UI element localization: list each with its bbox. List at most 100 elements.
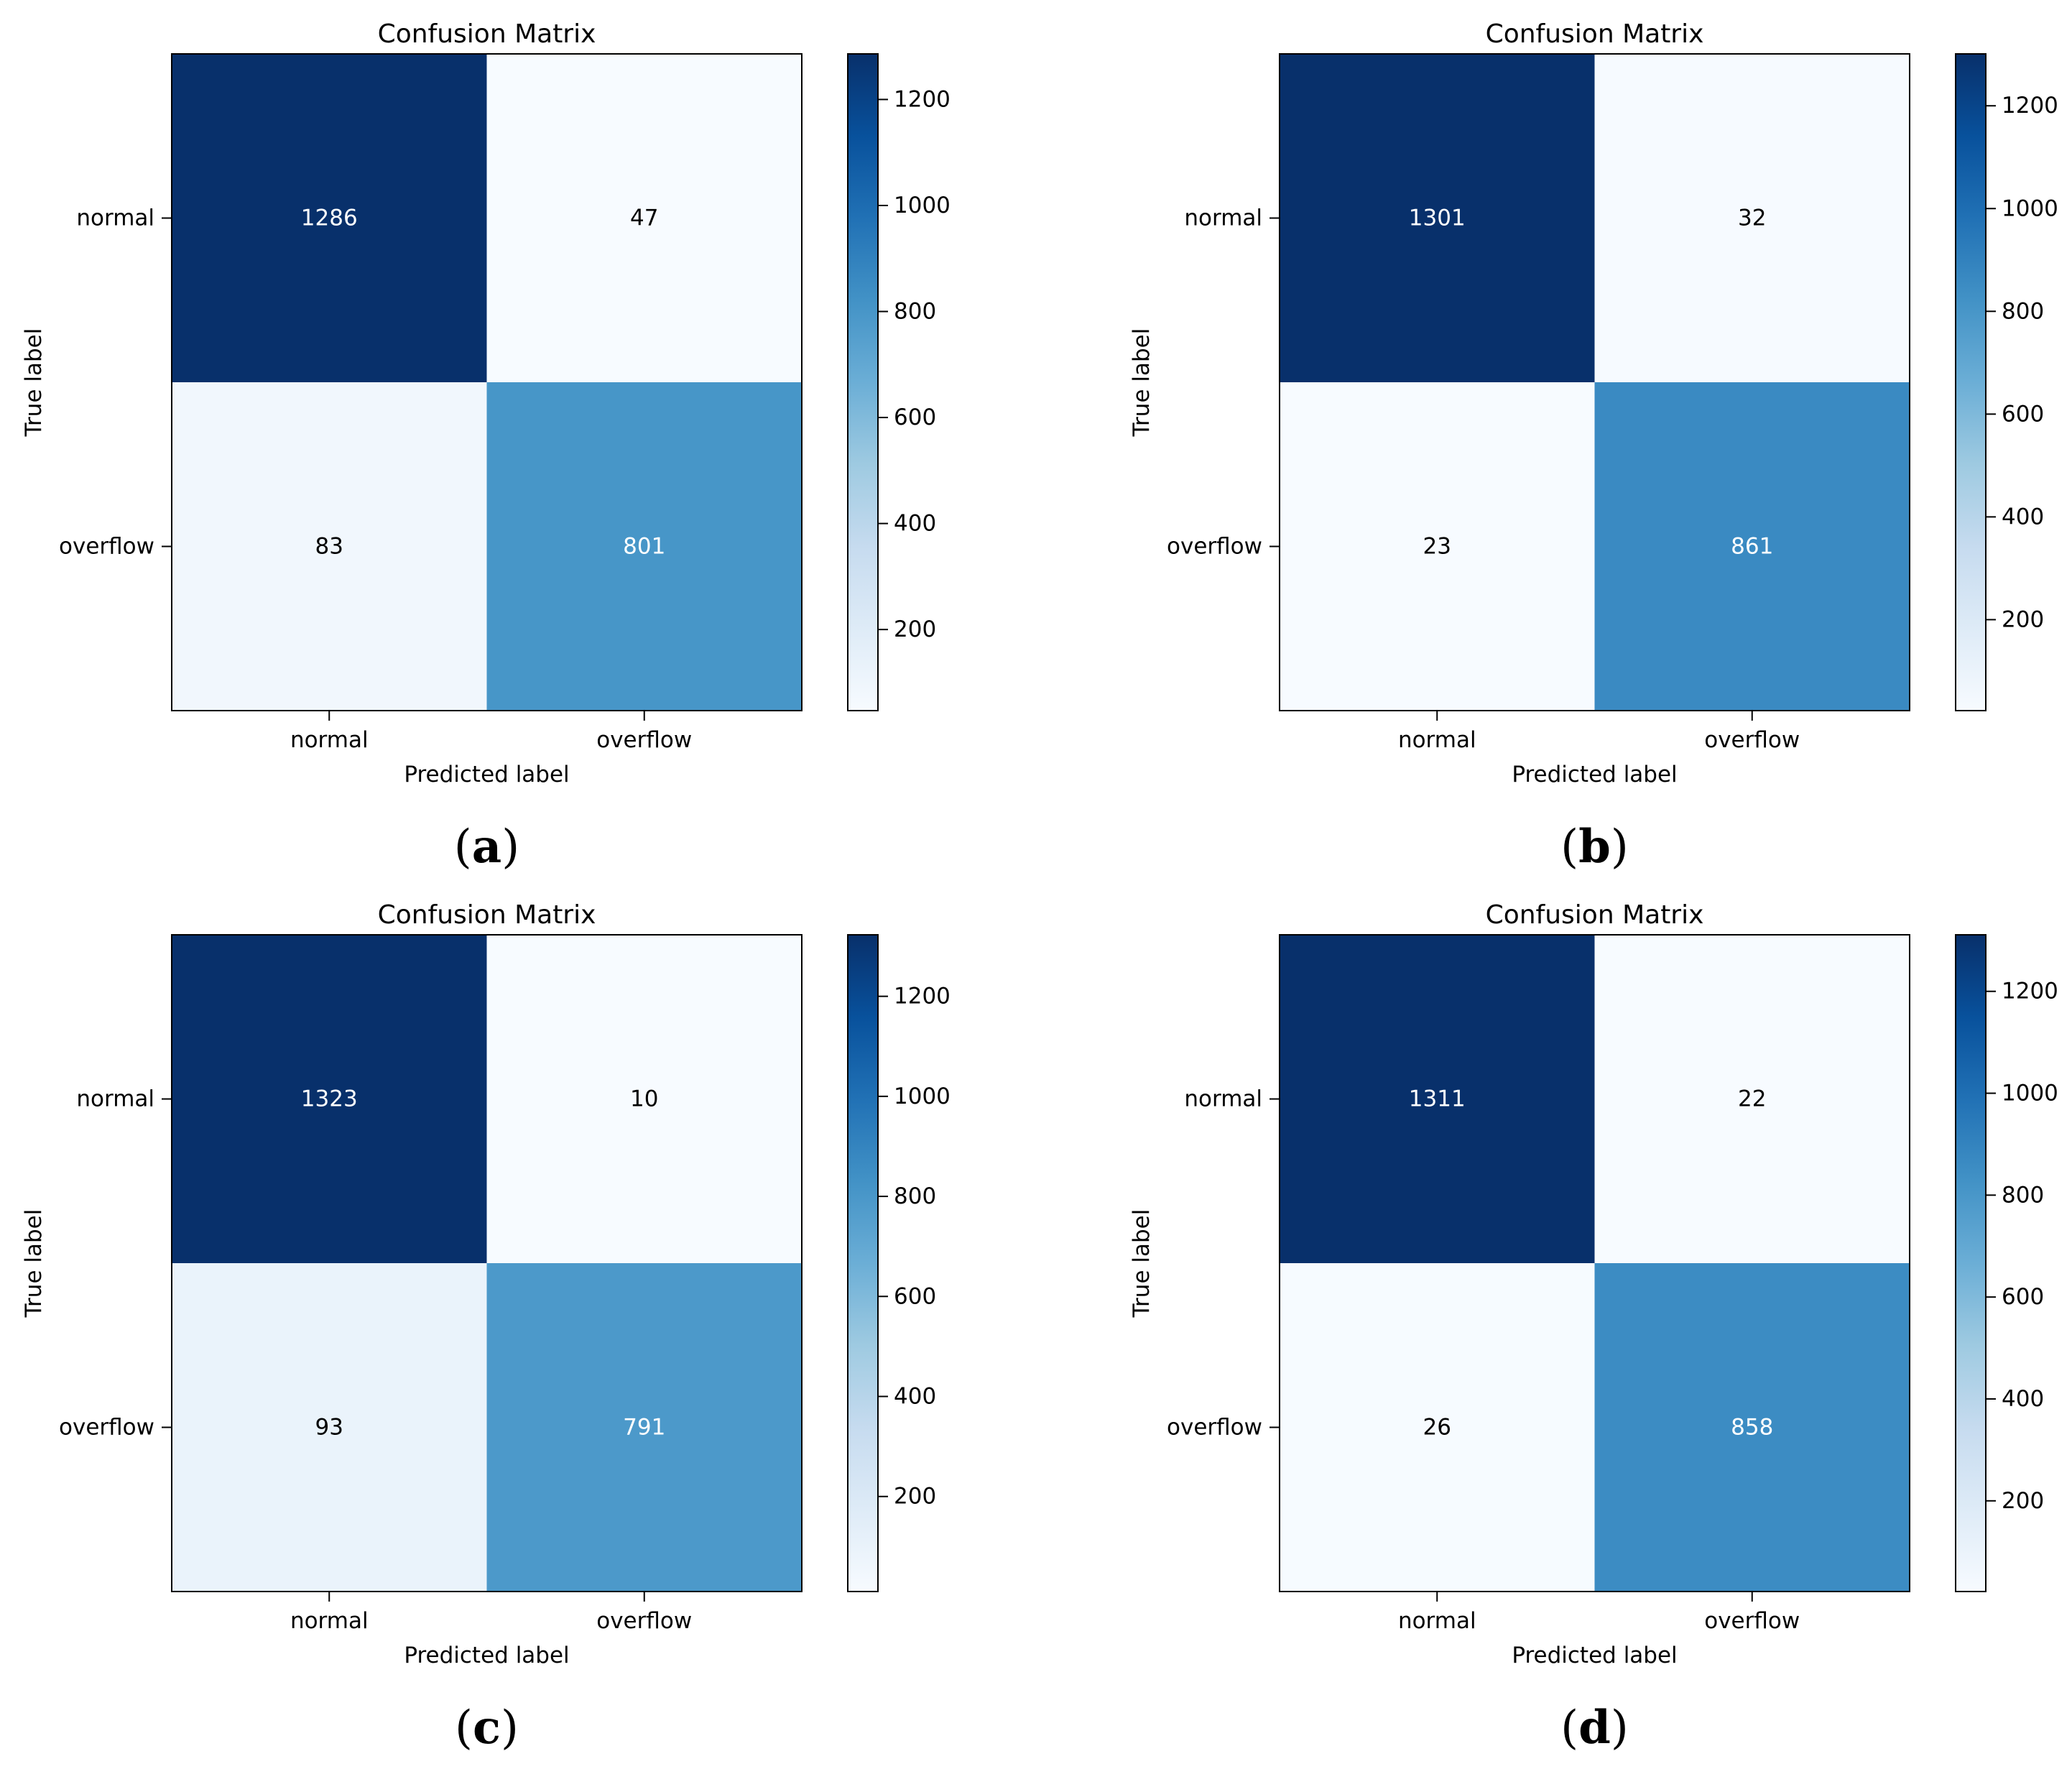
y-tick-label: overflow xyxy=(1167,1415,1262,1441)
colorbar-tick-label: 1200 xyxy=(894,984,951,1010)
colorbar-tick-label: 200 xyxy=(2002,1488,2044,1514)
panel-caption: (d) xyxy=(1560,1701,1629,1755)
panel-d: Confusion Matrix 1311 22 26 858 normal overflo… xyxy=(1129,900,2058,1755)
axes-frame xyxy=(1279,934,1910,1592)
x-axis-label: Predicted label xyxy=(1512,762,1677,787)
x-tick-label: overflow xyxy=(1704,727,1800,753)
panel-a: Confusion Matrix 1286 47 83 801 normal overflo… xyxy=(21,19,951,874)
y-tick-label: normal xyxy=(76,205,154,231)
colorbar-tick-label: 1000 xyxy=(2002,1081,2058,1107)
y-axis-label: True label xyxy=(21,328,47,438)
matrix-cell xyxy=(1594,935,1910,1263)
cell-value-label: 10 xyxy=(630,1086,658,1112)
x-tick-label: normal xyxy=(1398,1608,1476,1634)
cell-value-label: 861 xyxy=(1731,534,1773,560)
cell-value-label: 23 xyxy=(1423,534,1451,560)
cell-value-label: 1286 xyxy=(301,205,358,231)
cell-value-label: 26 xyxy=(1423,1415,1451,1441)
colorbar-tick-label: 800 xyxy=(894,1183,936,1209)
colorbar-tick-label: 600 xyxy=(894,1283,936,1309)
cell-value-label: 1301 xyxy=(1409,205,1466,231)
colorbar-tick-label: 600 xyxy=(894,405,936,430)
y-tick-label: normal xyxy=(76,1086,154,1112)
x-tick-label: normal xyxy=(290,1608,369,1634)
axes-frame xyxy=(171,53,803,711)
colorbar-tick-label: 200 xyxy=(2002,606,2044,632)
colorbar-tick-label: 1200 xyxy=(2002,93,2058,119)
y-axis-label: True label xyxy=(1129,1209,1155,1318)
colorbar-tick-label: 600 xyxy=(2002,401,2044,427)
colorbar xyxy=(847,53,879,711)
x-axis-label: Predicted label xyxy=(1512,1643,1677,1668)
x-axis-label: Predicted label xyxy=(404,1643,569,1668)
x-tick-label: normal xyxy=(1398,727,1476,753)
matrix-cell xyxy=(1594,54,1910,382)
cell-value-label: 32 xyxy=(1738,205,1766,231)
panel-caption: (b) xyxy=(1560,820,1629,874)
y-axis-label: True label xyxy=(1129,328,1155,438)
colorbar-tick-label: 800 xyxy=(2002,1182,2044,1208)
colorbar-tick-label: 1200 xyxy=(2002,979,2058,1004)
cell-value-label: 801 xyxy=(623,534,665,560)
colorbar-tick-label: 800 xyxy=(2002,298,2044,324)
matrix-cell xyxy=(486,54,802,382)
matrix-cell xyxy=(1280,935,1595,1263)
colorbar-tick-label: 400 xyxy=(2002,1386,2044,1412)
y-tick-label: overflow xyxy=(59,534,154,560)
matrix-cell xyxy=(1594,382,1910,711)
panel-c: Confusion Matrix 1323 10 93 791 normal overflo… xyxy=(21,900,951,1755)
cell-value-label: 93 xyxy=(315,1415,343,1441)
panel-title: Confusion Matrix xyxy=(1486,19,1704,49)
cell-value-label: 1323 xyxy=(301,1086,358,1112)
matrix-cell xyxy=(172,382,487,711)
x-tick-label: overflow xyxy=(596,1608,692,1634)
x-tick-label: overflow xyxy=(1704,1608,1800,1634)
matrix-cell xyxy=(172,1263,487,1592)
x-axis-label: Predicted label xyxy=(404,762,569,787)
matrix-cell xyxy=(486,382,802,711)
matrix-cell xyxy=(172,935,487,1263)
colorbar-tick-label: 200 xyxy=(894,1484,936,1510)
colorbar-tick-label: 400 xyxy=(894,1384,936,1410)
colorbar xyxy=(1955,53,1987,711)
colorbar-tick-label: 1000 xyxy=(894,1084,951,1109)
cell-value-label: 791 xyxy=(623,1415,665,1441)
colorbar-tick-label: 400 xyxy=(2002,504,2044,530)
panel-b: Confusion Matrix 1301 32 23 861 normal overflo… xyxy=(1129,19,2058,874)
y-tick-label: overflow xyxy=(1167,534,1262,560)
colorbar-tick-label: 200 xyxy=(894,616,936,642)
panel-title: Confusion Matrix xyxy=(378,900,596,930)
x-tick-label: overflow xyxy=(596,727,692,753)
matrix-cell xyxy=(486,935,802,1263)
y-tick-label: normal xyxy=(1184,205,1262,231)
matrix-cell xyxy=(1594,1263,1910,1592)
matrix-cell xyxy=(1280,54,1595,382)
panel-title: Confusion Matrix xyxy=(378,19,596,49)
y-tick-label: overflow xyxy=(59,1415,154,1441)
matrix-cell xyxy=(172,54,487,382)
panel-caption: (a) xyxy=(454,820,519,874)
matrix-cell xyxy=(1280,382,1595,711)
cell-value-label: 47 xyxy=(630,205,658,231)
cell-value-label: 83 xyxy=(315,534,343,560)
colorbar-tick-label: 1000 xyxy=(2002,195,2058,221)
cell-value-label: 22 xyxy=(1738,1086,1766,1112)
matrix-cell xyxy=(486,1263,802,1592)
y-axis-label: True label xyxy=(21,1209,47,1318)
colorbar xyxy=(847,934,879,1592)
cell-value-label: 858 xyxy=(1731,1415,1773,1441)
cell-value-label: 1311 xyxy=(1409,1086,1466,1112)
x-tick-label: normal xyxy=(290,727,369,753)
y-tick-label: normal xyxy=(1184,1086,1262,1112)
axes-frame xyxy=(171,934,803,1592)
colorbar-tick-label: 1200 xyxy=(894,86,951,112)
panel-caption: (c) xyxy=(455,1701,519,1755)
matrix-cell xyxy=(1280,1263,1595,1592)
colorbar-tick-label: 1000 xyxy=(894,193,951,218)
colorbar-tick-label: 800 xyxy=(894,299,936,325)
axes-frame xyxy=(1279,53,1910,711)
colorbar-tick-label: 600 xyxy=(2002,1284,2044,1310)
colorbar xyxy=(1955,934,1987,1592)
colorbar-tick-label: 400 xyxy=(894,511,936,537)
